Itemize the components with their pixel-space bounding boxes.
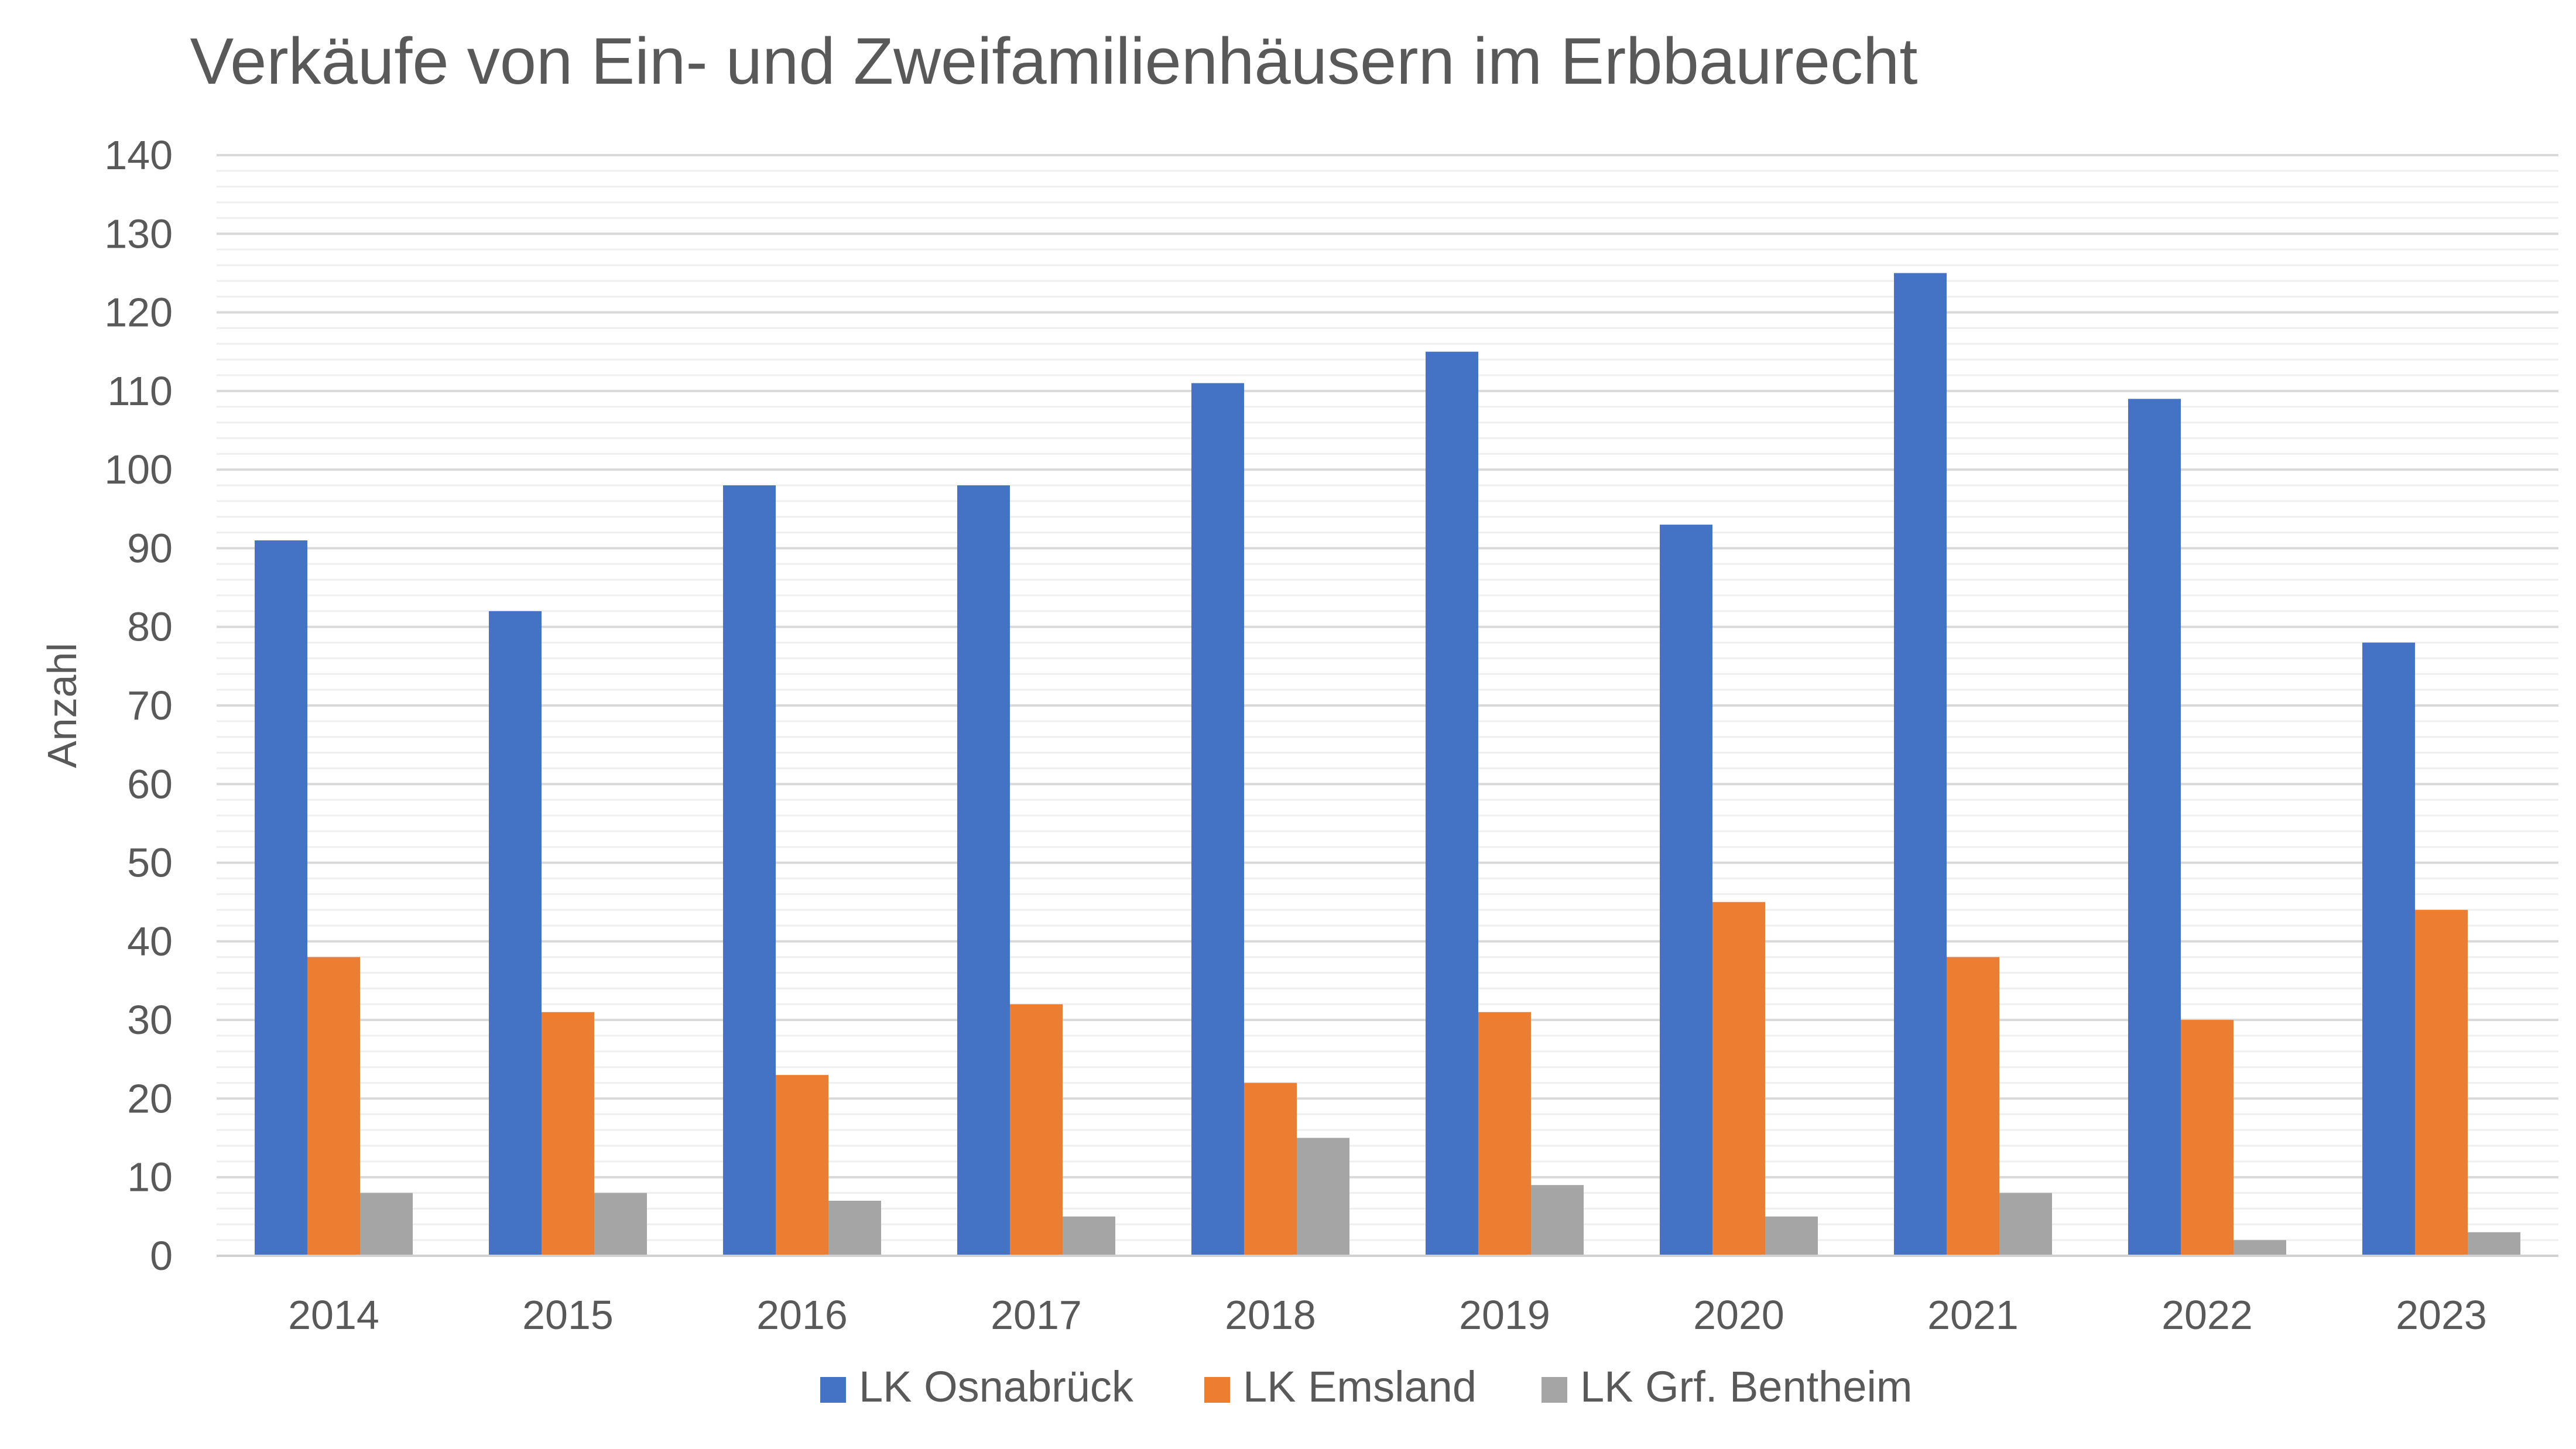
x-tick-label: 2019 <box>1459 1292 1550 1338</box>
bars <box>255 273 2520 1256</box>
bar-lk-emsland-2014 <box>307 957 360 1256</box>
bar-lk-osnabr-ck-2017 <box>957 485 1010 1256</box>
bar-lk-grf-bentheim-2017 <box>1063 1216 1115 1256</box>
y-tick-label: 80 <box>127 604 173 650</box>
y-axis-title: Anzahl <box>39 643 85 768</box>
x-tick-label: 2015 <box>522 1292 614 1338</box>
y-tick-label: 30 <box>127 997 173 1043</box>
bar-lk-emsland-2022 <box>2181 1020 2234 1256</box>
legend-item: LK Grf. Bentheim <box>1542 1362 1913 1411</box>
legend: LK Osnabrück LK Emsland LK Grf. Bentheim <box>820 1362 1913 1411</box>
bar-lk-emsland-2021 <box>1947 957 1999 1256</box>
x-tick-label: 2014 <box>288 1292 379 1338</box>
legend-label: LK Grf. Bentheim <box>1580 1362 1913 1411</box>
x-tick-label: 2021 <box>1927 1292 2019 1338</box>
x-tick-label: 2022 <box>2161 1292 2253 1338</box>
legend-swatch <box>1542 1377 1567 1403</box>
bar-lk-emsland-2019 <box>1478 1012 1531 1256</box>
x-tick-label: 2018 <box>1225 1292 1316 1338</box>
bar-lk-grf-bentheim-2020 <box>1765 1216 1818 1256</box>
bar-lk-osnabr-ck-2020 <box>1660 525 1712 1256</box>
legend-swatch <box>1204 1377 1230 1403</box>
x-tick-label: 2020 <box>1693 1292 1784 1338</box>
bar-lk-grf-bentheim-2022 <box>2234 1240 2286 1256</box>
bar-lk-grf-bentheim-2019 <box>1531 1185 1584 1256</box>
legend-label: LK Osnabrück <box>859 1362 1134 1411</box>
legend-swatch <box>820 1377 846 1403</box>
bar-lk-osnabr-ck-2019 <box>1426 351 1478 1256</box>
bar-lk-osnabr-ck-2018 <box>1191 383 1244 1256</box>
x-tick-label: 2017 <box>991 1292 1082 1338</box>
bar-lk-emsland-2020 <box>1712 902 1765 1256</box>
y-tick-label: 120 <box>104 290 173 335</box>
bar-lk-osnabr-ck-2014 <box>255 540 307 1256</box>
y-tick-label: 140 <box>104 132 173 178</box>
x-tick-label: 2016 <box>756 1292 848 1338</box>
y-tick-label: 90 <box>127 525 173 571</box>
bar-lk-osnabr-ck-2016 <box>723 485 776 1256</box>
y-tick-label: 10 <box>127 1155 173 1200</box>
y-tick-label: 110 <box>107 368 173 414</box>
legend-item: LK Emsland <box>1204 1362 1477 1411</box>
bar-lk-osnabr-ck-2022 <box>2128 399 2181 1256</box>
legend-item: LK Osnabrück <box>820 1362 1134 1411</box>
bar-lk-osnabr-ck-2021 <box>1894 273 1947 1256</box>
y-tick-label: 0 <box>150 1233 173 1279</box>
bar-lk-grf-bentheim-2018 <box>1297 1138 1349 1256</box>
y-tick-label: 100 <box>104 447 173 492</box>
bar-lk-grf-bentheim-2023 <box>2468 1232 2520 1256</box>
y-tick-label: 20 <box>127 1075 173 1121</box>
bar-lk-grf-bentheim-2016 <box>828 1201 881 1256</box>
bar-lk-grf-bentheim-2014 <box>360 1193 413 1256</box>
bar-lk-osnabr-ck-2015 <box>489 611 542 1256</box>
bar-lk-osnabr-ck-2023 <box>2362 642 2415 1256</box>
x-axis-ticks: 2014 2015 2016 2017 2018 2019 2020 2021 2022 2023 <box>288 1292 2487 1338</box>
bar-lk-emsland-2017 <box>1010 1004 1063 1256</box>
bar-lk-emsland-2023 <box>2415 910 2468 1256</box>
y-tick-label: 60 <box>127 761 173 807</box>
y-tick-label: 40 <box>127 919 173 964</box>
y-tick-label: 130 <box>104 211 173 256</box>
y-tick-label: 50 <box>127 840 173 886</box>
bar-lk-emsland-2016 <box>776 1075 828 1256</box>
bar-lk-grf-bentheim-2015 <box>594 1193 647 1256</box>
x-tick-label: 2023 <box>2396 1292 2487 1338</box>
y-axis-ticks: 0 10 20 30 40 50 60 70 80 90 100 110 120 130 140 <box>104 132 173 1279</box>
bar-lk-emsland-2015 <box>542 1012 594 1256</box>
y-tick-label: 70 <box>127 683 173 728</box>
bar-lk-emsland-2018 <box>1244 1083 1297 1256</box>
chart-title: Verkäufe von Ein- und Zweifamilienhäuser… <box>190 25 1918 98</box>
bar-lk-grf-bentheim-2021 <box>1999 1193 2052 1256</box>
legend-label: LK Emsland <box>1243 1362 1477 1411</box>
